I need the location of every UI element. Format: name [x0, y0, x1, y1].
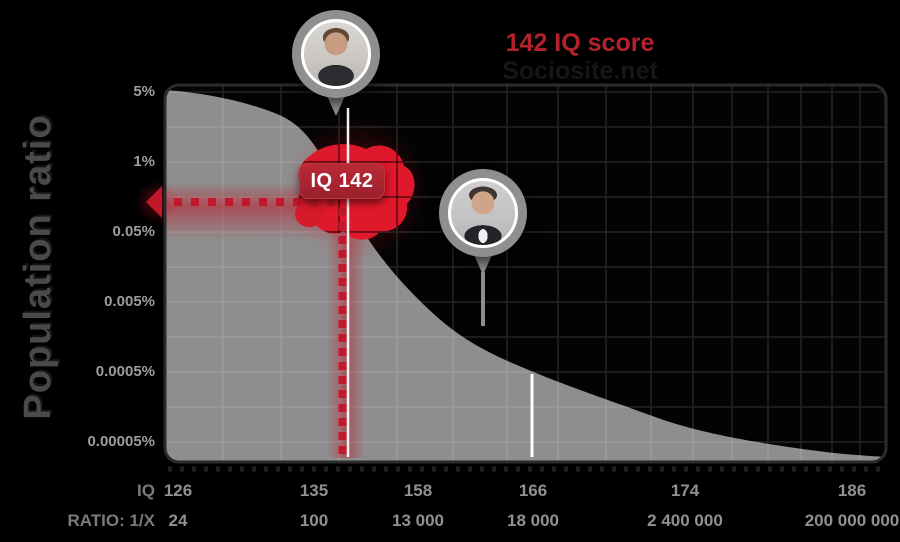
- x-tick-ratio-2400000: 2 400 000: [647, 511, 723, 530]
- chart-title: 142 IQ score: [505, 29, 655, 57]
- y-tick-1: 1%: [133, 153, 155, 170]
- pin-bubble: [292, 10, 380, 98]
- x-tick-ratio-200000000: 200 000 000: [804, 511, 900, 530]
- avatar-pin-iq166: [439, 169, 527, 275]
- highlight-blob-spill: [295, 199, 324, 228]
- x-tick-iq-186: 186: [837, 481, 867, 500]
- x-tick-iq-135: 135: [299, 481, 329, 500]
- y-tick-2: 0.05%: [112, 223, 155, 240]
- female-portrait-avatar: [301, 19, 371, 89]
- x-axis-row-label-ratio: RATIO: 1/X: [67, 511, 155, 530]
- y-tick-5: 0.00005%: [87, 433, 155, 450]
- watermark-text: Sociosite.net: [502, 57, 658, 85]
- x-tick-iq-166: 166: [518, 481, 548, 500]
- y-tick-0: 5%: [133, 83, 155, 100]
- pin-bubble: [439, 169, 527, 257]
- iq-142-badge: IQ 142: [299, 163, 385, 199]
- male-portrait-avatar: [448, 178, 518, 248]
- x-tick-ratio-13000: 13 000: [392, 511, 444, 530]
- x-tick-iq-158: 158: [403, 481, 433, 500]
- avatar-pin-iq142: [292, 10, 380, 116]
- x-tick-ratio-18000: 18 000: [507, 511, 559, 530]
- x-axis-row-label-iq: IQ: [137, 481, 155, 500]
- x-tick-iq-126: 126: [163, 481, 193, 500]
- x-tick-iq-174: 174: [670, 481, 700, 500]
- plot-border: [163, 83, 888, 464]
- y-tick-3: 0.005%: [104, 293, 155, 310]
- y-axis-title: Population ratio: [17, 114, 59, 420]
- y-tick-4: 0.0005%: [95, 363, 155, 380]
- left-arrow-icon: [146, 186, 162, 218]
- x-tick-ratio-24: 24: [168, 511, 188, 530]
- x-tick-ratio-100: 100: [299, 511, 329, 530]
